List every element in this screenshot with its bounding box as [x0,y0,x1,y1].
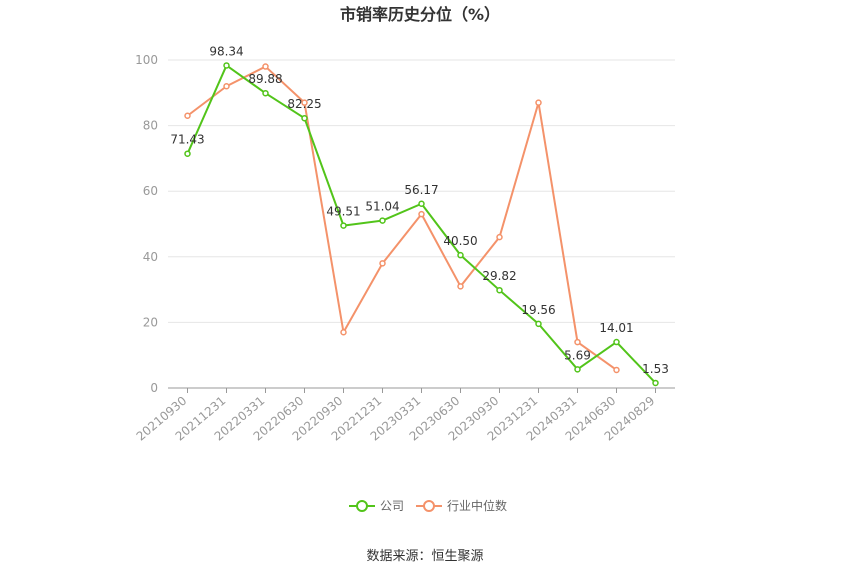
legend-label: 公司 [380,499,404,513]
data-label: 1.53 [642,362,669,376]
data-point [535,320,542,328]
data-label: 98.34 [209,44,243,58]
legend-marker [423,500,435,512]
data-label: 49.51 [326,205,360,219]
series-line [186,65,618,371]
data-point [379,260,386,267]
data-point [184,150,191,157]
data-label: 19.56 [521,303,555,317]
data-point [184,112,191,120]
data-point [223,82,230,90]
data-point [262,89,269,97]
data-label: 14.01 [599,321,633,335]
x-axis: 2021093020211231202203312022063020220930… [134,387,675,444]
y-tick-label: 60 [143,184,158,198]
y-tick-label: 40 [143,250,158,264]
series-layer [184,62,659,387]
y-tick-label: 80 [143,119,158,133]
legend-label: 行业中位数 [447,498,507,513]
grid [168,59,675,323]
data-point [340,328,347,336]
data-label: 40.50 [443,234,477,248]
y-tick-label: 20 [143,315,158,329]
data-point [574,338,581,346]
data-label: 82.25 [287,97,321,111]
data-point [379,217,386,224]
data-point [223,62,230,69]
data-point [418,200,425,208]
data-label: 29.82 [482,269,516,283]
data-label: 71.43 [170,133,204,147]
y-axis: 0 20 40 60 80 100 [135,53,158,395]
y-tick-label: 100 [135,53,158,67]
data-point [574,366,581,373]
data-point [496,233,503,241]
data-labels: 71.43 98.34 89.88 82.25 49.51 51.04 56.17 40.50… [170,44,669,376]
data-point [613,366,620,374]
series-line [186,64,657,384]
data-point [340,222,347,229]
data-point [613,338,620,346]
data-point [262,63,269,70]
chart-title: 市销率历史分位（%） [340,5,500,24]
y-tick-label: 0 [150,381,158,395]
data-label: 5.69 [564,348,591,362]
data-point [457,251,464,259]
data-point [652,379,659,387]
data-point [301,114,308,122]
source-note: 数据来源：恒生聚源 [366,549,483,564]
legend: 公司 行业中位数 [349,498,507,513]
data-point [418,210,425,218]
data-point [301,99,308,106]
data-point [496,286,503,294]
data-label: 89.88 [248,72,282,86]
legend-marker [356,500,368,512]
data-label: 56.17 [404,183,438,197]
data-point [457,283,464,290]
data-point [535,99,542,106]
data-label: 51.04 [365,200,399,214]
